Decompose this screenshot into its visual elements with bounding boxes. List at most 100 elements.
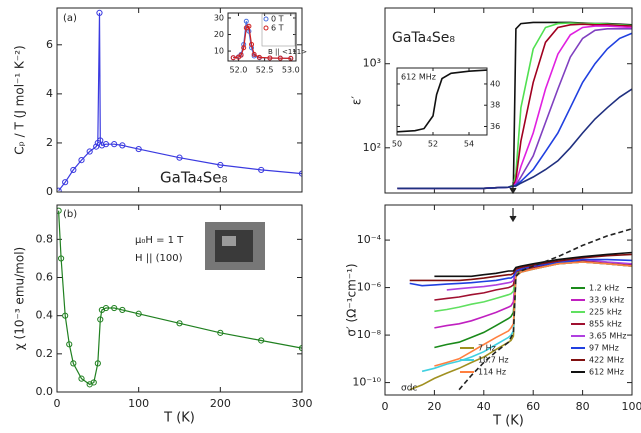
x-axis-title: T (K) [163,411,195,426]
series-label: σdc [401,384,417,394]
x-tick-label: 54 [464,140,474,149]
legend-label: 10.7 Hz [478,356,509,365]
marker [288,55,294,61]
series-line [409,258,632,287]
marker [230,55,236,61]
marker [66,341,73,348]
legend-label: 114 Hz [478,368,506,377]
series-group [409,228,632,391]
marker [217,329,224,336]
y-tick-label: 38 [490,101,500,110]
marker [119,306,126,314]
series-line [397,69,487,133]
axes-frame [384,204,633,396]
y-tick-label: 0.0 [36,385,54,398]
series-group [57,9,302,192]
marker [238,52,244,58]
panel: 10² 10³ GaTa₄Se₈ ε′ [350,7,633,194]
marker [93,143,100,150]
panel: 52.0 52.5 53.0 10 20 30 0 T6 T B || <111> [214,12,307,75]
y-tick-label: 6 [46,38,53,51]
marker [78,375,85,382]
annotation: GaTa₄Se₈ [160,169,227,187]
series-line [434,251,632,278]
legend-label: 422 MHz [589,356,624,365]
marker [249,41,255,47]
transition-arrows [509,182,517,223]
x-axis-title: T (K) [492,414,524,429]
axes-frame [56,204,303,393]
annotation: 612 MHz [401,73,436,82]
x-tick-label: 53.0 [282,66,300,75]
panel-label: (a) [63,13,77,24]
annotation: GaTa₄Se₈ [392,30,455,46]
axes-frame [227,12,297,62]
marker [90,379,97,386]
y-axis-title: χ (10⁻³ emu/mol) [13,247,27,350]
marker [246,23,252,29]
x-tick-label: 0 [382,400,389,413]
x-tick-label: 0 [54,397,61,410]
marker [97,316,104,323]
axes-frame [396,67,488,136]
marker [277,55,283,61]
legend-label: 7 Hz [478,344,496,353]
legend-label: 612 MHz [589,368,624,377]
y-axis-title: σ′ (Ω⁻¹cm⁻¹) [345,263,359,336]
marker [78,157,85,164]
x-tick-label: 52 [428,140,438,149]
y-axis-title: ε′ [350,96,364,105]
y-tick-label: 36 [490,122,500,131]
y-tick-label: 10 [214,47,224,56]
axes-frame [56,7,303,193]
marker [176,154,183,161]
x-tick-label: 20 [427,400,441,413]
x-tick-label: 40 [477,400,491,413]
legend-box [261,13,296,47]
marker [256,54,262,60]
legend-label: 855 kHz [589,320,622,329]
y-tick-label: 4 [46,87,53,100]
x-tick-label: 60 [526,400,540,413]
y-tick-label: 2 [46,136,53,149]
y-tick-label: 10⁻¹⁰ [352,376,381,389]
x-tick-label: 100 [128,397,149,410]
series-line [397,88,632,190]
y-tick-label: 10⁻⁴ [357,233,382,246]
legend-label: 1.2 kHz [589,284,619,293]
y-tick-label: 10² [363,141,381,154]
series-line [434,261,632,367]
sample-photo [205,222,265,270]
marker [102,304,110,312]
legend-label: 3.65 MHz [589,332,626,341]
y-tick-label: 0.6 [36,271,54,284]
marker [267,55,273,61]
marker [57,255,65,262]
legend-label: 33.9 kHz [589,296,624,305]
marker [241,45,247,51]
legend-label: 6 T [271,24,284,33]
y-tick-label: 30 [214,13,224,22]
marker [62,312,69,319]
y-tick-label: 0.8 [36,232,54,245]
marker [94,360,101,367]
x-tick-label: 300 [292,397,313,410]
panel-label: (b) [63,209,77,220]
marker [96,9,103,17]
marker [62,179,69,186]
legend-label: 97 MHz [589,344,619,353]
legend-marker [263,16,269,22]
x-tick-label: 80 [576,400,590,413]
series-group [397,69,487,133]
series-line [409,253,632,282]
marker [70,166,77,174]
marker [251,51,257,57]
marker [102,141,110,148]
panel: 0 20 40 60 80 100 10⁻¹⁰ 10⁻⁸ 10⁻⁶ 10⁻⁴ 1.2 kHz 33.9… [345,204,641,429]
y-tick-label: 0.2 [36,347,54,360]
marker [57,187,62,192]
marker [57,207,62,214]
marker [135,310,142,317]
legend-label: 0 T [271,15,284,24]
